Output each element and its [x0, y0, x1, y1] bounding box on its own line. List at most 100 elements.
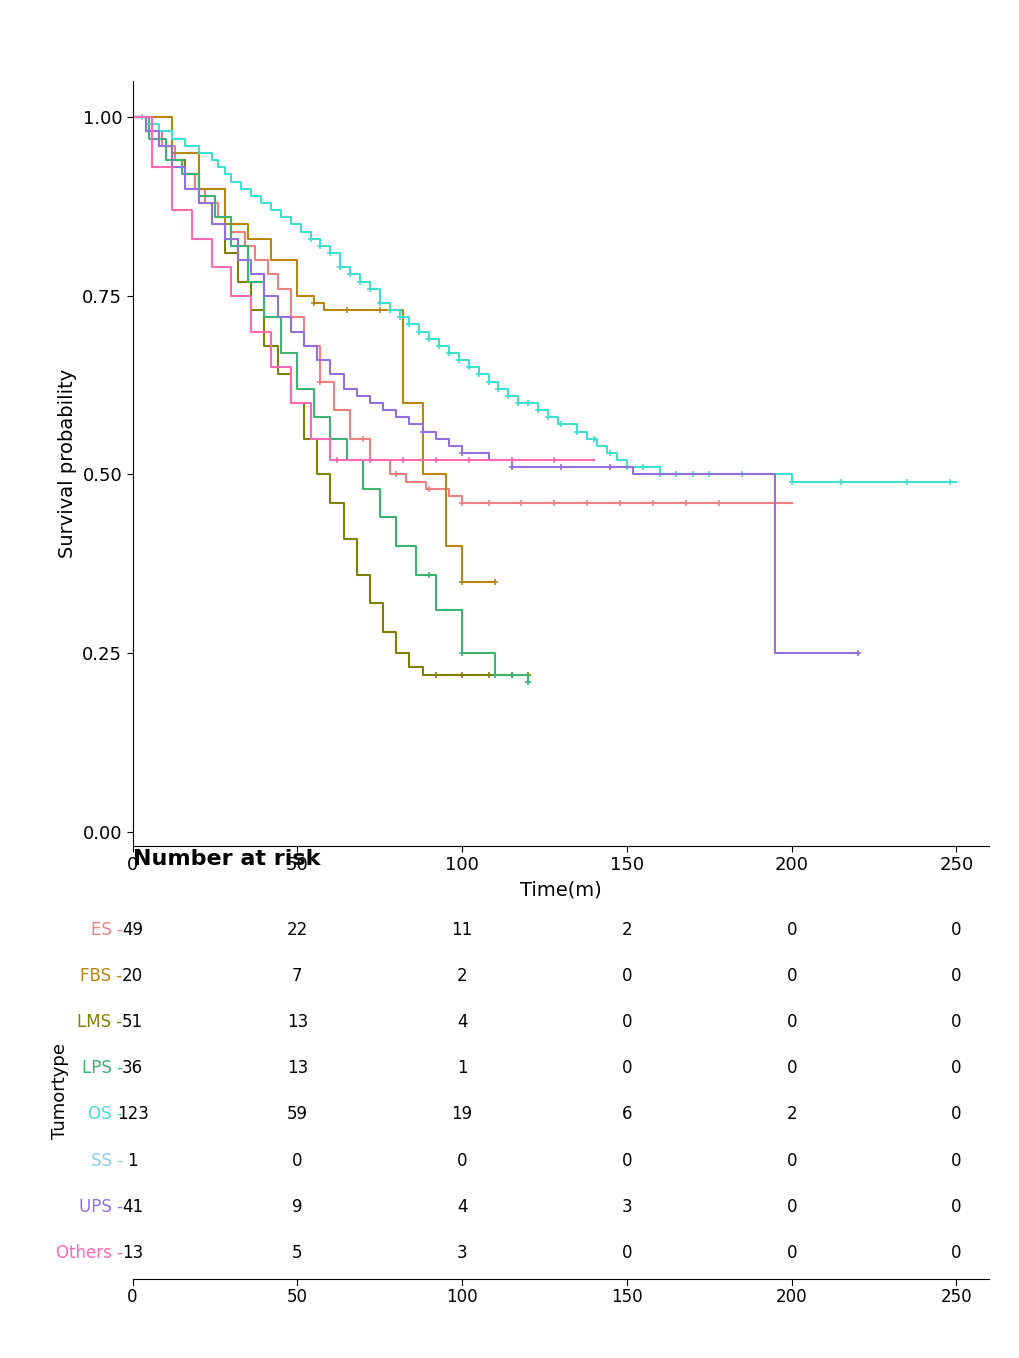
UPS: [284, 323, 297, 340]
FBS: [242, 231, 254, 247]
FBS: [193, 181, 205, 197]
FBS: [265, 253, 277, 269]
ES: [653, 494, 665, 511]
UPS: [231, 253, 244, 269]
Text: 5: 5: [291, 1244, 303, 1262]
Text: 7: 7: [291, 967, 303, 985]
UPS: [193, 194, 205, 210]
ES: [420, 481, 432, 497]
ES: [554, 494, 567, 511]
UPS: [298, 338, 310, 354]
Others: [126, 109, 139, 125]
Text: 0: 0: [621, 1152, 632, 1169]
LPS: [274, 345, 286, 361]
UPS: [311, 352, 323, 368]
Others: [324, 452, 336, 469]
Text: 3: 3: [621, 1198, 632, 1215]
Text: 0: 0: [951, 1244, 961, 1262]
Text: 0: 0: [621, 1013, 632, 1031]
Text: LMS -: LMS -: [77, 1013, 122, 1031]
ES: [271, 281, 283, 297]
LMS: [324, 494, 336, 511]
LPS: [209, 209, 221, 225]
UPS: [442, 437, 454, 454]
SS: [126, 109, 139, 125]
Text: 0: 0: [786, 967, 796, 985]
LMS: [455, 667, 468, 683]
Text: 0: 0: [621, 1059, 632, 1077]
LMS: [351, 566, 363, 583]
Text: 3: 3: [457, 1244, 467, 1262]
FBS: [377, 301, 389, 318]
OS: [185, 137, 198, 153]
LPS: [193, 187, 205, 204]
Text: 9: 9: [291, 1198, 303, 1215]
Others: [146, 159, 158, 175]
SS: [137, 109, 149, 125]
ES: [179, 166, 192, 182]
LPS: [258, 310, 270, 326]
Text: 123: 123: [116, 1105, 149, 1123]
FBS: [317, 301, 329, 318]
Text: 22: 22: [286, 921, 308, 938]
FBS: [308, 295, 320, 311]
Text: Others -: Others -: [56, 1244, 122, 1262]
LPS: [340, 452, 353, 469]
Text: 0: 0: [951, 1152, 961, 1169]
UPS: [627, 466, 639, 482]
Text: Tumortype: Tumortype: [51, 1043, 68, 1139]
OS: [126, 109, 139, 125]
Others: [265, 359, 277, 375]
ES: [199, 194, 211, 210]
LMS: [231, 273, 244, 289]
Text: 11: 11: [451, 921, 472, 938]
UPS: [505, 459, 518, 475]
Line: Others: Others: [132, 117, 593, 460]
Text: 0: 0: [786, 1013, 796, 1031]
Text: 0: 0: [786, 921, 796, 938]
LMS: [337, 531, 350, 547]
Others: [587, 452, 599, 469]
Text: 41: 41: [122, 1198, 143, 1215]
Others: [185, 231, 198, 247]
UPS: [403, 417, 415, 433]
LPS: [225, 238, 237, 254]
ES: [212, 209, 224, 225]
UPS: [851, 645, 863, 661]
ES: [238, 238, 251, 254]
Text: 6: 6: [621, 1105, 632, 1123]
ES: [261, 266, 273, 282]
Others: [455, 452, 468, 469]
Line: FBS: FBS: [132, 117, 494, 581]
OS: [950, 474, 962, 490]
LMS: [377, 623, 389, 640]
UPS: [522, 459, 534, 475]
Text: 51: 51: [122, 1013, 143, 1031]
LPS: [488, 667, 500, 683]
Text: SS -: SS -: [91, 1152, 122, 1169]
Text: 0: 0: [786, 1152, 796, 1169]
Others: [284, 395, 297, 411]
LMS: [258, 338, 270, 354]
ES: [249, 253, 261, 269]
UPS: [153, 137, 165, 153]
UPS: [271, 310, 283, 326]
Text: 0: 0: [951, 921, 961, 938]
UPS: [587, 459, 599, 475]
ES: [587, 494, 599, 511]
OS: [686, 466, 698, 482]
OS: [452, 352, 465, 368]
LMS: [403, 659, 415, 675]
Text: 4: 4: [457, 1198, 467, 1215]
FBS: [439, 538, 451, 554]
LMS: [153, 137, 165, 153]
ES: [383, 466, 395, 482]
ES: [455, 494, 468, 511]
Text: LPS -: LPS -: [82, 1059, 122, 1077]
UPS: [416, 424, 428, 440]
Text: 1: 1: [127, 1152, 138, 1169]
UPS: [621, 459, 633, 475]
OS: [284, 216, 297, 232]
Text: 0: 0: [786, 1059, 796, 1077]
Line: LMS: LMS: [132, 117, 528, 675]
